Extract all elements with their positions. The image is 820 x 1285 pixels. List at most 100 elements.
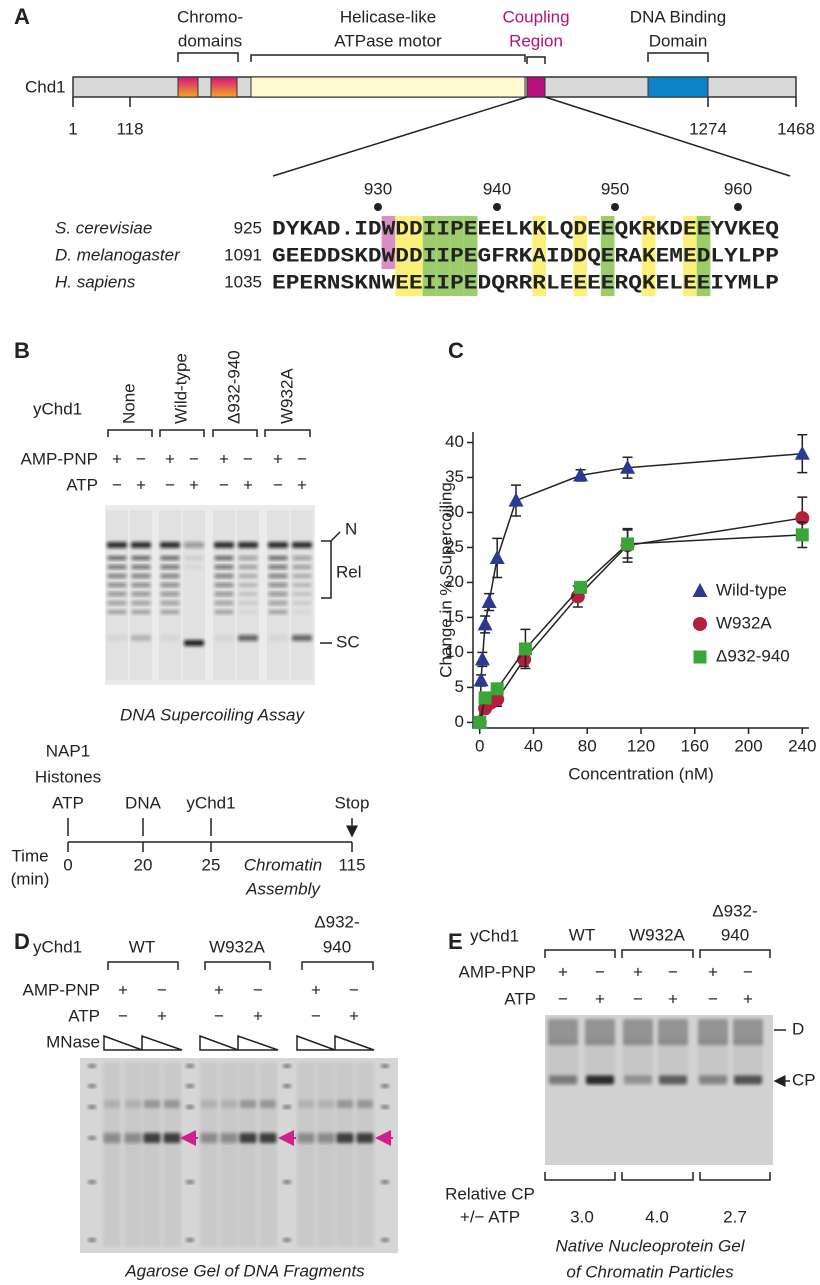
sequence: GEEDDSKDWDDIIPEGFRKAIDDQERAKEMEDLYLPP bbox=[272, 245, 779, 268]
gel-band bbox=[131, 635, 151, 641]
gel-band bbox=[698, 1019, 728, 1045]
group-label: 940 bbox=[323, 937, 351, 956]
data-point bbox=[794, 445, 810, 460]
marker-band bbox=[88, 1238, 96, 1242]
gel-smear bbox=[548, 1040, 578, 1080]
treatment-sign: + bbox=[743, 989, 753, 1008]
time-label: 115 bbox=[338, 855, 365, 874]
y-tick-label: 35 bbox=[445, 467, 464, 486]
treatment-sign: − bbox=[112, 475, 122, 494]
gel-band bbox=[160, 635, 180, 641]
residue-dot bbox=[734, 203, 742, 211]
event-label: yChd1 bbox=[186, 793, 235, 812]
group-label: Wild-type bbox=[171, 353, 190, 424]
gel-band bbox=[214, 574, 234, 578]
y-tick-label: 25 bbox=[445, 537, 464, 556]
domain-brackets bbox=[177, 52, 709, 64]
legend-marker bbox=[692, 583, 708, 597]
gel-smear bbox=[163, 1062, 181, 1247]
residue-dot bbox=[611, 203, 619, 211]
legend-label: Δ932-940 bbox=[716, 646, 790, 665]
data-point bbox=[473, 672, 489, 687]
gel-band bbox=[107, 556, 127, 560]
position-label: 1 bbox=[68, 119, 77, 138]
gel-band bbox=[238, 565, 258, 569]
band-label: Rel bbox=[336, 562, 362, 581]
gel-smear bbox=[658, 1040, 688, 1080]
band-brackets bbox=[320, 531, 341, 644]
residue-highlight bbox=[696, 216, 711, 296]
panel-letter: B bbox=[14, 338, 30, 363]
gel-smear bbox=[200, 1062, 218, 1247]
gel-band bbox=[238, 601, 258, 605]
group-label: W932A bbox=[209, 937, 265, 956]
gel-band bbox=[131, 574, 151, 578]
coupling-region bbox=[526, 76, 546, 98]
data-point bbox=[795, 528, 809, 542]
gel-band bbox=[238, 542, 258, 548]
gel-band bbox=[238, 592, 258, 596]
gel-band bbox=[658, 1019, 688, 1045]
gel-band bbox=[143, 1133, 161, 1143]
treatment-sign: + bbox=[311, 980, 321, 999]
data-point bbox=[478, 691, 492, 705]
group-label: Δ932- bbox=[314, 912, 359, 931]
gel-band bbox=[260, 1100, 276, 1108]
gel-band bbox=[185, 592, 204, 596]
gel-band bbox=[214, 601, 234, 605]
x-tick-label: 200 bbox=[734, 736, 762, 755]
gel-band bbox=[268, 556, 288, 560]
gel-smear bbox=[317, 1062, 335, 1247]
treatment-label: AMP-PNP bbox=[23, 980, 100, 999]
residue-dot bbox=[493, 203, 501, 211]
quantity-label: Relative CP bbox=[445, 1184, 535, 1203]
gel-smear bbox=[259, 1062, 277, 1247]
gel-band bbox=[185, 601, 204, 605]
group-brackets bbox=[107, 429, 311, 437]
gel-band bbox=[220, 1133, 238, 1143]
legend-marker bbox=[693, 617, 707, 631]
gel-band bbox=[107, 601, 127, 605]
treatment-sign: + bbox=[349, 1006, 359, 1025]
residue-highlight bbox=[409, 216, 423, 296]
marker-band bbox=[186, 1105, 194, 1109]
band-label: N bbox=[345, 519, 357, 538]
quantity-label: +/− ATP bbox=[460, 1207, 520, 1226]
data-point bbox=[474, 651, 490, 666]
group-label: W932A bbox=[629, 925, 685, 944]
data-point bbox=[489, 549, 505, 564]
marker-band bbox=[186, 1180, 194, 1184]
treatment-sign: − bbox=[219, 475, 229, 494]
gel-band bbox=[699, 1075, 727, 1085]
gel-band bbox=[585, 1019, 615, 1045]
bottom-brackets bbox=[544, 1172, 771, 1181]
group-label: WT bbox=[129, 937, 155, 956]
group-label: WT bbox=[569, 925, 595, 944]
gel-smear bbox=[336, 1062, 354, 1247]
group-label: W932A bbox=[277, 368, 296, 424]
data-point bbox=[481, 594, 497, 609]
gel-smear bbox=[239, 1062, 257, 1247]
treatment-sign: + bbox=[157, 1006, 167, 1025]
caption: DNA Supercoiling Assay bbox=[120, 705, 305, 724]
position-label: 1468 bbox=[777, 119, 815, 138]
data-point bbox=[621, 537, 635, 551]
treatment-label: ATP bbox=[504, 989, 536, 1008]
gel-band bbox=[107, 635, 127, 641]
gel-band bbox=[238, 574, 258, 578]
gel-band bbox=[184, 640, 204, 646]
gel-band bbox=[297, 1133, 315, 1143]
helicase-domain bbox=[250, 76, 526, 98]
gel-band bbox=[623, 1019, 653, 1045]
residue-highlight bbox=[450, 216, 464, 296]
treatment-sign: + bbox=[118, 980, 128, 999]
marker-band bbox=[381, 1180, 389, 1184]
treatment-sign: + bbox=[595, 989, 605, 1008]
gel-band bbox=[292, 565, 312, 569]
marker-band bbox=[88, 1064, 96, 1068]
domain-label: DNA Binding bbox=[630, 7, 726, 26]
treatment-sign: + bbox=[165, 449, 175, 468]
quantity-value: 3.0 bbox=[570, 1207, 594, 1226]
